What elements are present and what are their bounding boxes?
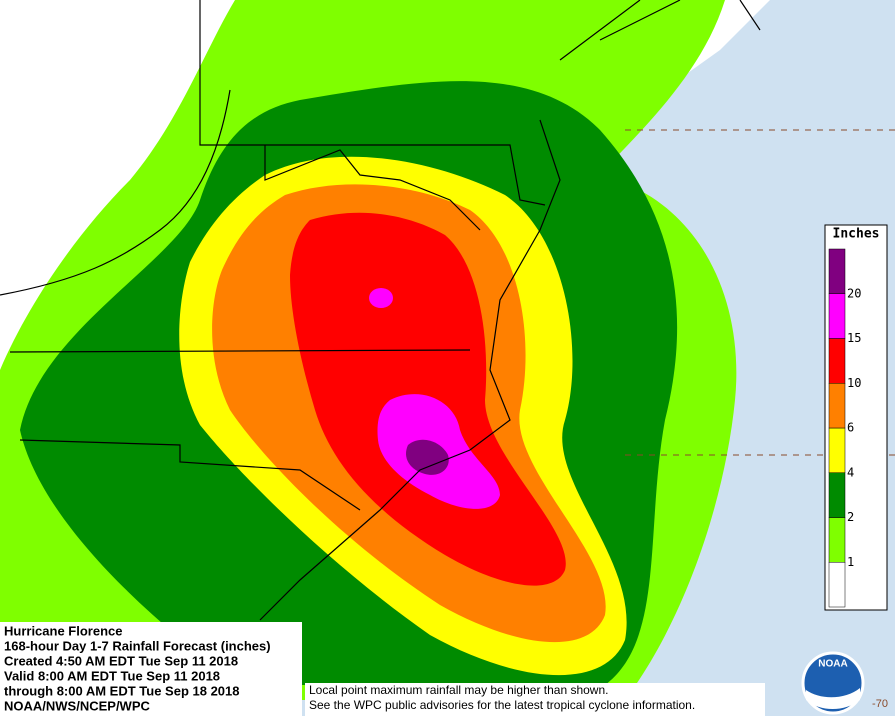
legend-swatch: [828, 517, 846, 563]
legend-tick-label: 4: [847, 465, 854, 479]
state-border: [559, 0, 761, 61]
logo-text: NOAA: [818, 659, 847, 670]
legend-swatch: [828, 383, 846, 429]
coastline: [259, 119, 561, 621]
legend-tick-label: 1: [847, 555, 854, 569]
title-line: Created 4:50 AM EDT Tue Sep 11 2018: [4, 653, 238, 668]
legend-tick-label: 20: [847, 286, 861, 300]
rain-15in: [369, 288, 393, 308]
title-block: [0, 622, 302, 716]
state-border: [9, 349, 471, 353]
rain-20in: [405, 439, 449, 475]
state-border: [0, 89, 231, 296]
legend-swatch: [828, 338, 846, 384]
title-line: Valid 8:00 AM EDT Tue Sep 11 2018: [4, 668, 220, 683]
disclaimer-line: See the WPC public advisories for the la…: [309, 698, 695, 712]
legend-swatch: [828, 472, 846, 518]
legend: 1 2 4 6 10 15 20: [828, 248, 861, 608]
legend-tick-label: 6: [847, 421, 854, 435]
disclaimer-line: Local point maximum rainfall may be high…: [309, 683, 608, 697]
state-border: [19, 439, 361, 511]
title-line: NOAA/NWS/NCEP/WPC: [4, 698, 151, 713]
legend-swatch: [828, 248, 846, 294]
legend-title: Inches: [833, 227, 880, 242]
disclaimer-box: [305, 683, 765, 716]
legend-swatch: [828, 562, 846, 608]
legend-swatch: [828, 427, 846, 473]
disclaimer-lines: Local point maximum rainfall may be high…: [309, 683, 695, 712]
longitude-label: -70: [872, 698, 888, 710]
legend-tick-label: 15: [847, 331, 861, 345]
logo-wave: [806, 688, 860, 709]
state-border: [264, 145, 481, 231]
legend-swatch: [828, 293, 846, 339]
title-line: Hurricane Florence: [4, 623, 123, 638]
title-line: through 8:00 AM EDT Tue Sep 18 2018: [4, 683, 240, 698]
legend-tick-label: 10: [847, 376, 861, 390]
title-line: 168-hour Day 1-7 Rainfall Forecast (inch…: [4, 638, 271, 653]
legend-tick-label: 2: [847, 510, 854, 524]
state-border: [199, 0, 546, 206]
lat-line: [625, 129, 895, 456]
